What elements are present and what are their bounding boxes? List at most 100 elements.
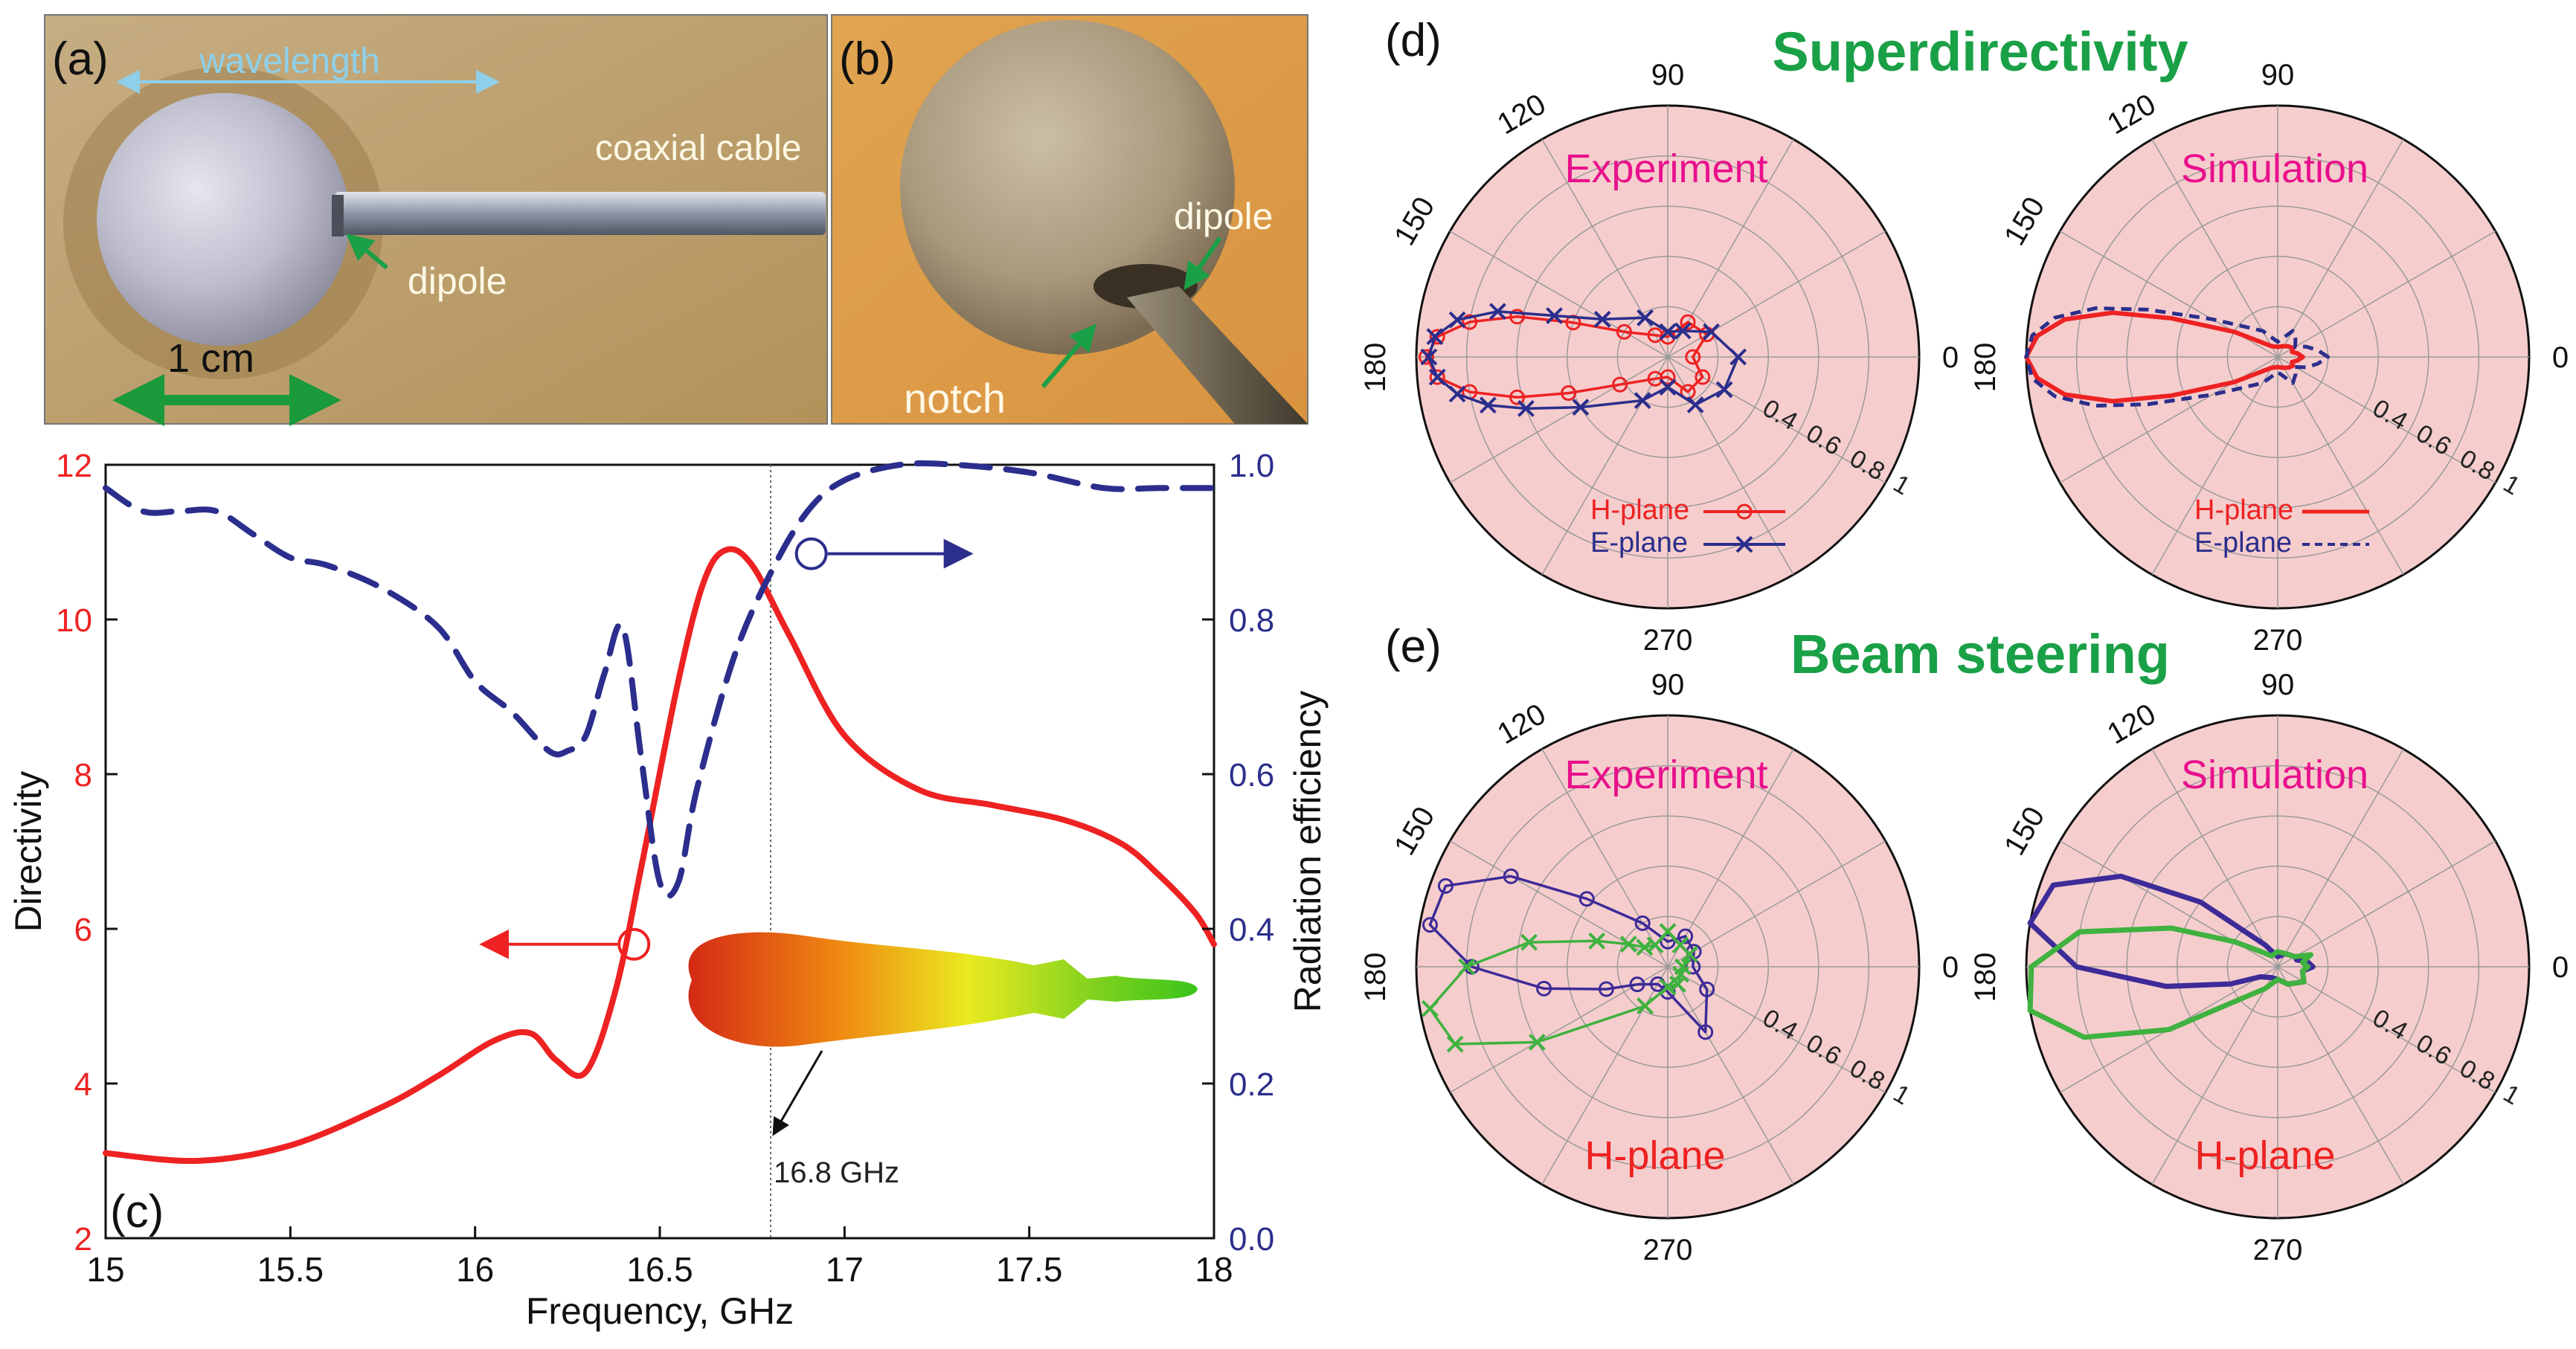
polar-point — [1489, 303, 1506, 321]
polar-radial-label: 1 — [1889, 469, 1915, 500]
polar-angle-label: 150 — [1388, 192, 1441, 251]
panel-a-label: (a) — [52, 33, 109, 85]
panel-c-label: (c) — [110, 1186, 164, 1237]
polar-grid-spoke — [2151, 138, 2278, 358]
polar-point — [1659, 323, 1677, 341]
polar-radial-label: 1 — [2499, 1079, 2525, 1110]
chart-c-frame — [104, 463, 1215, 1240]
polar-point — [1561, 385, 1577, 402]
polar-point — [1578, 891, 1595, 907]
polar-title-e-experiment: Experiment — [1564, 753, 1767, 797]
polar-point — [1446, 1035, 1464, 1053]
polar-angle-label: 90 — [1651, 59, 1685, 91]
x-tick-label: 16.5 — [626, 1250, 693, 1289]
polar-point — [1462, 314, 1478, 330]
legend-d-exp-e-marker — [1735, 535, 1753, 553]
y2-tick-label: 0.0 — [1229, 1221, 1274, 1258]
polar-angle-label: 90 — [2261, 59, 2295, 91]
polar-angle-label: 180 — [1969, 953, 2002, 1002]
polar-point — [1509, 389, 1526, 405]
polar-point — [1458, 958, 1476, 976]
polar-angle-label: 270 — [1643, 624, 1693, 657]
polar-grid-spoke — [2151, 356, 2278, 576]
polar-point — [1616, 323, 1632, 340]
polar-point — [1419, 349, 1435, 365]
polar-grid-spoke — [2277, 748, 2404, 968]
polar-point — [1437, 878, 1454, 894]
polar-point — [1659, 978, 1677, 996]
polar-point — [1686, 396, 1704, 413]
legend-d-sim-h: H-plane — [2194, 495, 2293, 526]
coaxial-cable-b — [1127, 286, 1308, 424]
polar-series-beam-1 — [1428, 875, 1709, 1034]
notch-arrow — [1041, 323, 1096, 388]
y-tick-label: 8 — [74, 757, 92, 793]
legend-d-exp-h: H-plane — [1590, 495, 1689, 526]
polar-point — [1593, 310, 1611, 328]
y2-tick-label: 0.6 — [1229, 757, 1274, 793]
dipole-a — [332, 195, 344, 236]
polar-grid-spoke — [1667, 966, 1886, 1093]
plane-label-e-experiment: H-plane — [1584, 1133, 1725, 1178]
panel-c-chart: 15 15.5 16 16.5 17 17.5 18 2 4 6 8 10 12 0.0 0.2 0.4 0.6… — [7, 448, 1329, 1332]
legend-d-exp-h-marker — [1736, 503, 1753, 520]
polar-radial-label: 1 — [1889, 1079, 1915, 1110]
polar-angle-label: 120 — [2102, 698, 2162, 750]
polar-point — [1426, 328, 1444, 346]
panel-b: (b) dipole notch — [831, 14, 1308, 425]
polar-grid-spoke — [1449, 356, 1668, 483]
panel-e-label: (e) — [1385, 621, 1442, 672]
notch-label: notch — [904, 375, 1006, 422]
polar-angle-label: 150 — [1998, 192, 2051, 251]
sphere-a — [97, 93, 350, 346]
polar-point — [1428, 368, 1446, 386]
wavelength-label: wavelength — [199, 42, 380, 81]
polar-point — [1634, 915, 1651, 931]
polar-point — [1672, 965, 1689, 983]
x-tick-label: 15.5 — [257, 1250, 324, 1289]
polar-angle-label: 0 — [1942, 951, 1959, 984]
dipole-b-label: dipole — [1174, 196, 1273, 237]
polar-point — [1429, 369, 1445, 385]
polar-angle-label: 270 — [2253, 1234, 2303, 1266]
polar-grid-spoke — [2277, 138, 2404, 358]
polar-point — [1619, 936, 1637, 953]
lobe-pointer-arrow — [772, 1050, 823, 1136]
polar-point — [1629, 976, 1645, 993]
polar-point — [1669, 976, 1686, 993]
legend-d-exp-e: E-plane — [1590, 527, 1688, 558]
coaxial-cable-a — [335, 192, 826, 235]
polar-title-e-simulation: Simulation — [2181, 753, 2368, 797]
polar-point — [1448, 311, 1466, 329]
polar-point — [1448, 385, 1466, 403]
polar-grid-spoke — [1667, 138, 1794, 358]
coaxial-cable-label: coaxial cable — [595, 129, 802, 168]
polar-point — [1695, 369, 1711, 385]
radiation-lobe-inset — [688, 932, 1198, 1047]
polar-point — [1528, 1033, 1546, 1051]
polar-point — [1637, 309, 1654, 326]
polar-grid-spoke — [1541, 356, 1668, 576]
polar-point — [1697, 1024, 1714, 1040]
polar-point — [1572, 399, 1590, 416]
polar-angle-label: 180 — [1969, 343, 2002, 393]
polar-grid-spoke — [1667, 356, 1886, 483]
y-tick-label: 2 — [74, 1221, 92, 1258]
polar-angle-label: 0 — [1942, 341, 1959, 374]
polar-grid-spoke — [2277, 966, 2404, 1185]
x-tick-label: 17 — [826, 1250, 864, 1289]
dipole-a-arrow — [346, 234, 388, 270]
polar-angle-label: 0 — [2552, 951, 2569, 984]
superdirectivity-heading: Superdirectivity — [1772, 21, 2188, 83]
y-tick-label: 12 — [56, 448, 92, 484]
y-tick-label: 6 — [74, 912, 92, 948]
polar-point — [1517, 399, 1535, 417]
polar-point — [1429, 329, 1445, 345]
dipole-b-arrow — [1183, 236, 1222, 290]
polar-grid-spoke — [1667, 840, 1886, 968]
polar-angle-label: 150 — [1388, 802, 1441, 861]
